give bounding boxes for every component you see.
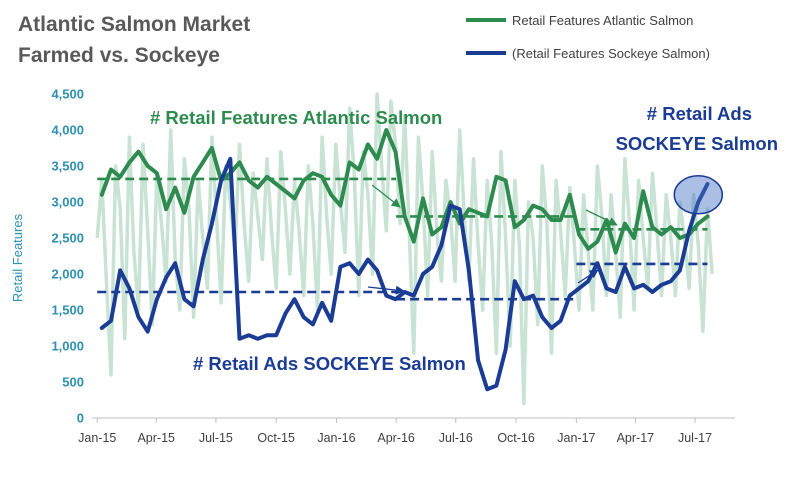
highlight-layer [673, 175, 724, 215]
x-axis: Jan-15 Apr-15 Jul-15 Oct-15 Jan-16 Apr-16 Jul-… [78, 417, 735, 445]
sockeye-arrow-1 [367, 285, 405, 295]
atlantic-arrow-1 [371, 184, 401, 208]
y-tick-label: 1,000 [51, 339, 84, 354]
chart-subtitle: Farmed vs. Sockeye [18, 44, 220, 67]
atlantic-arrow-2 [585, 209, 618, 226]
chart-title: Atlantic Salmon Market [18, 13, 250, 36]
sockeye-arrow-2 [577, 269, 599, 284]
y-tick-label: 500 [62, 375, 84, 390]
annotation-atlantic: # Retail Features Atlantic Salmon [150, 107, 442, 128]
annotation-sockeye-recent-line2: SOCKEYE Salmon [616, 133, 778, 154]
x-tick-label: Oct-16 [497, 431, 535, 445]
x-tick-label: Apr-16 [377, 431, 415, 445]
y-tick-label: 1,500 [51, 303, 84, 318]
x-tick-label: Apr-15 [137, 431, 175, 445]
y-tick-label: 2,000 [51, 267, 84, 282]
legend: Retail Features Atlantic Salmon (Retail … [466, 13, 710, 61]
highlight-ellipse [673, 175, 724, 215]
y-tick-label: 4,500 [51, 87, 84, 102]
x-tick-label: Jan-17 [557, 431, 595, 445]
x-tick-label: Jul-17 [678, 431, 712, 445]
legend-label-atlantic: Retail Features Atlantic Salmon [512, 13, 693, 28]
y-tick-label: 3,000 [51, 195, 84, 210]
y-tick-label: 2,500 [51, 231, 84, 246]
x-tick-label: Oct-15 [257, 431, 295, 445]
x-tick-label: Jan-15 [78, 431, 116, 445]
x-tick-label: Apr-17 [617, 431, 655, 445]
y-tick-label: 3,500 [51, 159, 84, 174]
annotation-sockeye-recent-line1: # Retail Ads [647, 103, 752, 124]
y-axis-label: Retail Features [10, 213, 25, 302]
legend-label-sockeye: (Retail Features Sockeye Salmon) [512, 46, 710, 61]
y-tick-label: 4,000 [51, 123, 84, 138]
x-tick-label: Jul-16 [439, 431, 473, 445]
y-tick-label: 0 [77, 411, 84, 426]
x-tick-label: Jan-16 [317, 431, 355, 445]
annotation-sockeye: # Retail Ads SOCKEYE Salmon [193, 353, 466, 374]
x-tick-label: Jul-15 [199, 431, 233, 445]
y-axis: 0 500 1,000 1,500 2,000 2,500 3,000 3,500 4,000 4… [51, 87, 84, 426]
